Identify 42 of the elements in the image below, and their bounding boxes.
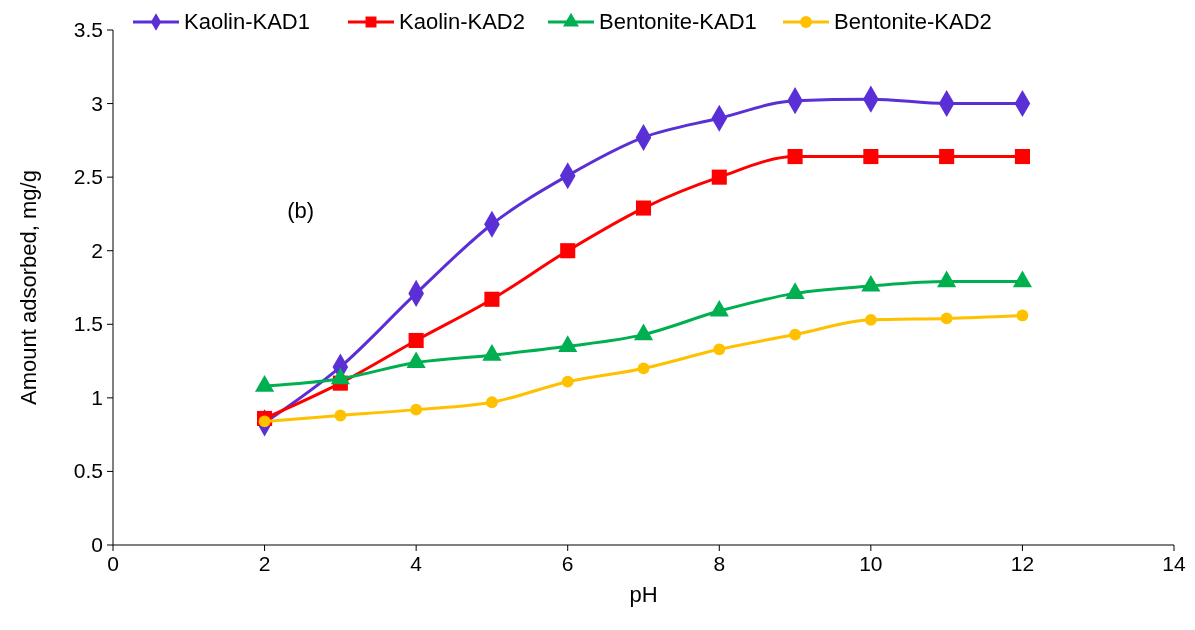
x-tick-label: 8 bbox=[713, 552, 726, 575]
point bbox=[713, 343, 726, 356]
legend-label: Bentonite-KAD2 bbox=[834, 9, 992, 34]
point bbox=[484, 291, 500, 307]
y-tick-label: 3.5 bbox=[73, 18, 103, 41]
point bbox=[864, 313, 877, 326]
point bbox=[635, 200, 652, 216]
x-tick-label: 10 bbox=[859, 552, 883, 575]
legend-label: Kaolin-KAD2 bbox=[399, 9, 525, 34]
point bbox=[410, 403, 423, 416]
x-axis-title: pH bbox=[629, 582, 658, 607]
x-tick-label: 14 bbox=[1162, 552, 1186, 575]
point bbox=[1014, 148, 1030, 165]
legend-label: Bentonite-KAD1 bbox=[599, 9, 757, 34]
x-tick-label: 2 bbox=[258, 552, 271, 575]
point bbox=[334, 409, 347, 422]
y-tick-label: 1.5 bbox=[73, 312, 103, 336]
legend-label: Kaolin-KAD1 bbox=[184, 9, 310, 34]
point bbox=[789, 328, 801, 341]
point bbox=[561, 375, 574, 388]
point bbox=[486, 396, 498, 409]
point bbox=[1016, 309, 1029, 322]
x-tick-label: 12 bbox=[1010, 552, 1035, 575]
y-tick-label: 0.5 bbox=[73, 459, 103, 483]
annotation: (b) bbox=[287, 198, 315, 224]
y-tick-label: 0 bbox=[91, 533, 103, 556]
point bbox=[863, 148, 879, 165]
x-tick-label: 0 bbox=[107, 552, 119, 575]
y-tick-label: 1 bbox=[91, 385, 103, 409]
x-tick-label: 6 bbox=[561, 552, 574, 575]
point bbox=[939, 148, 955, 165]
point bbox=[940, 312, 953, 325]
y-tick-label: 3 bbox=[91, 91, 103, 115]
y-axis-title: Amount adsorbed, mg/g bbox=[16, 170, 41, 405]
point bbox=[560, 243, 576, 259]
point bbox=[711, 169, 727, 185]
point bbox=[408, 332, 424, 349]
y-tick-label: 2 bbox=[91, 238, 103, 262]
point bbox=[637, 362, 650, 375]
point bbox=[787, 148, 803, 165]
x-tick-label: 4 bbox=[410, 552, 423, 575]
y-tick-label: 2.5 bbox=[73, 165, 103, 189]
